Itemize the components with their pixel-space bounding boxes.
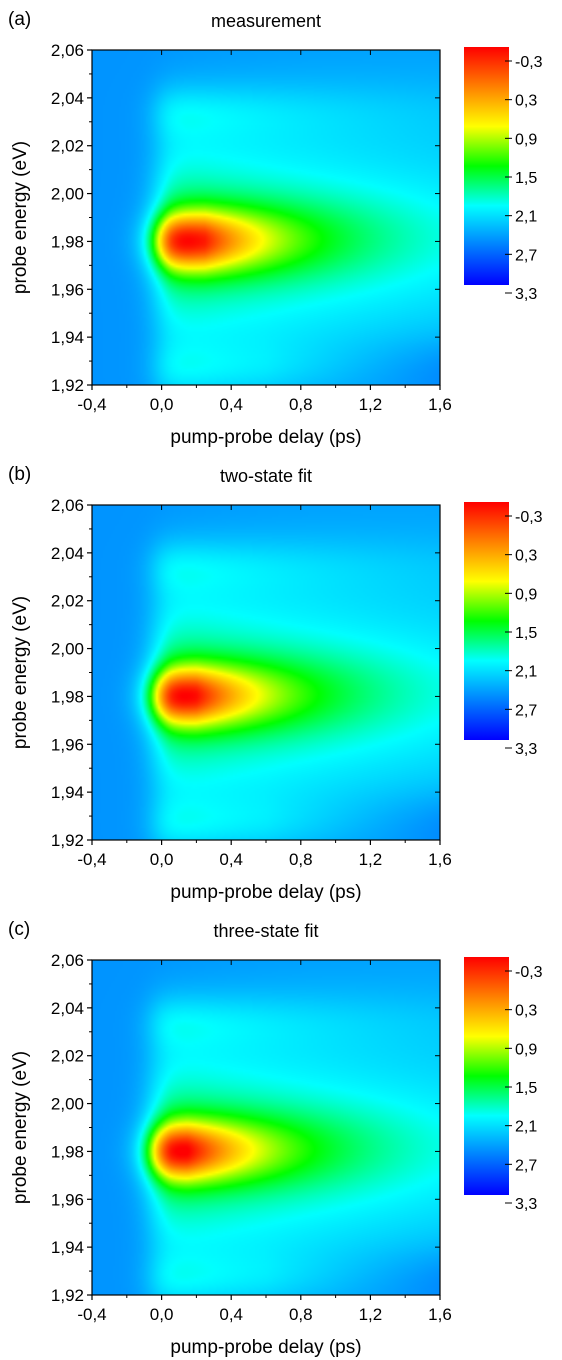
- y-tick-label: 1,92: [51, 1286, 84, 1305]
- y-tick-label: 2,00: [51, 1095, 84, 1114]
- chart-title: measurement: [211, 11, 321, 31]
- colorbar-tick-label: 0,3: [515, 93, 537, 110]
- colorbar-tick-label: 0,9: [515, 131, 537, 148]
- x-tick-label: 0,0: [150, 850, 174, 869]
- colorbar-tick-label: 3,3: [515, 1196, 537, 1213]
- x-tick-label: -0,4: [77, 395, 106, 414]
- colorbar: [464, 47, 509, 285]
- heatmap-chart-b: -0,4 0,0 0,4 0,8 1,2 1,6 1,92 1,94 1,96 1,98 2,00 2…: [8, 464, 543, 903]
- colorbar-tick-label: 1,5: [515, 625, 537, 642]
- y-tick-label: 2,06: [51, 41, 84, 60]
- y-tick-label: 1,98: [51, 687, 84, 706]
- panel-label: (c): [8, 919, 30, 940]
- x-tick-label: 1,6: [428, 395, 452, 414]
- colorbar-tick-label: 3,3: [515, 286, 537, 303]
- heatmap-chart-c: -0,4 0,0 0,4 0,8 1,2 1,6 1,92 1,94 1,96 1,98 2,00 2…: [8, 919, 543, 1358]
- y-tick-label: 2,04: [51, 544, 84, 563]
- y-tick-label: 2,02: [51, 1047, 84, 1066]
- x-tick-label: 0,8: [289, 1305, 313, 1324]
- x-tick-label: 0,8: [289, 850, 313, 869]
- colorbar-tick-label: 3,3: [515, 741, 537, 758]
- x-tick-label: 1,2: [359, 850, 383, 869]
- colorbar-tick-label: 0,3: [515, 1003, 537, 1020]
- y-tick-label: 2,00: [51, 640, 84, 659]
- colorbar-tick-label: 2,1: [515, 1119, 537, 1136]
- y-tick-label: 1,96: [51, 1190, 84, 1209]
- colorbar-tick-label: -0,3: [515, 964, 543, 981]
- y-tick-label: 1,94: [51, 328, 84, 347]
- y-tick-label: 1,98: [51, 232, 84, 251]
- x-tick-label: -0,4: [77, 850, 106, 869]
- heatmap-image: [92, 50, 440, 385]
- heatmap-image: [92, 960, 440, 1295]
- y-tick-label: 2,04: [51, 999, 84, 1018]
- heatmap-image: [92, 505, 440, 840]
- y-tick-label: 1,94: [51, 1238, 84, 1257]
- colorbar: [464, 502, 509, 740]
- x-tick-label: 0,4: [219, 395, 243, 414]
- colorbar-tick-label: 2,1: [515, 664, 537, 681]
- y-tick-label: 1,92: [51, 376, 84, 395]
- x-tick-label: 1,6: [428, 850, 452, 869]
- colorbar-tick-label: -0,3: [515, 54, 543, 71]
- chart-title: two-state fit: [220, 466, 312, 486]
- x-tick-label: 1,2: [359, 395, 383, 414]
- x-tick-label: -0,4: [77, 1305, 106, 1324]
- x-tick-label: 1,2: [359, 1305, 383, 1324]
- colorbar-tick-label: 2,7: [515, 1157, 537, 1174]
- y-tick-label: 2,02: [51, 137, 84, 156]
- y-tick-label: 2,00: [51, 185, 84, 204]
- y-tick-label: 1,96: [51, 735, 84, 754]
- panel-label: (a): [8, 9, 31, 30]
- colorbar-tick-label: 2,1: [515, 209, 537, 226]
- x-axis-label: pump-probe delay (ps): [170, 427, 361, 448]
- colorbar-tick-label: 0,3: [515, 548, 537, 565]
- x-tick-label: 0,8: [289, 395, 313, 414]
- heatmap-chart-a: -0,4 0,0 0,4 0,8 1,2 1,6 1,92 1,94 1,96 1,98 2,00 2…: [8, 9, 543, 448]
- x-tick-label: 0,0: [150, 395, 174, 414]
- x-tick-label: 1,6: [428, 1305, 452, 1324]
- x-tick-label: 0,4: [219, 850, 243, 869]
- y-axis-label: probe energy (eV): [10, 141, 31, 294]
- y-tick-label: 1,96: [51, 280, 84, 299]
- colorbar: [464, 957, 509, 1195]
- panel-a: -0,4 0,0 0,4 0,8 1,2 1,6 1,92 1,94 1,96 1,98 2,00 2…: [0, 0, 562, 450]
- colorbar-tick-label: 2,7: [515, 247, 537, 264]
- panel-c: -0,4 0,0 0,4 0,8 1,2 1,6 1,92 1,94 1,96 1,98 2,00 2…: [0, 910, 562, 1360]
- y-tick-label: 2,06: [51, 951, 84, 970]
- panel-label: (b): [8, 464, 31, 485]
- y-tick-label: 2,02: [51, 592, 84, 611]
- panel-b: -0,4 0,0 0,4 0,8 1,2 1,6 1,92 1,94 1,96 1,98 2,00 2…: [0, 455, 562, 905]
- colorbar-tick-label: 1,5: [515, 1080, 537, 1097]
- y-tick-label: 1,94: [51, 783, 84, 802]
- x-tick-label: 0,4: [219, 1305, 243, 1324]
- colorbar-tick-label: 2,7: [515, 702, 537, 719]
- y-axis-label: probe energy (eV): [10, 1051, 31, 1204]
- colorbar-tick-label: -0,3: [515, 509, 543, 526]
- y-tick-label: 2,06: [51, 496, 84, 515]
- chart-title: three-state fit: [213, 921, 318, 941]
- colorbar-tick-label: 0,9: [515, 586, 537, 603]
- x-axis-label: pump-probe delay (ps): [170, 1337, 361, 1358]
- y-tick-label: 2,04: [51, 89, 84, 108]
- x-axis-label: pump-probe delay (ps): [170, 882, 361, 903]
- y-tick-label: 1,98: [51, 1142, 84, 1161]
- x-tick-label: 0,0: [150, 1305, 174, 1324]
- colorbar-tick-label: 1,5: [515, 170, 537, 187]
- y-tick-label: 1,92: [51, 831, 84, 850]
- y-axis-label: probe energy (eV): [10, 596, 31, 749]
- colorbar-tick-label: 0,9: [515, 1041, 537, 1058]
